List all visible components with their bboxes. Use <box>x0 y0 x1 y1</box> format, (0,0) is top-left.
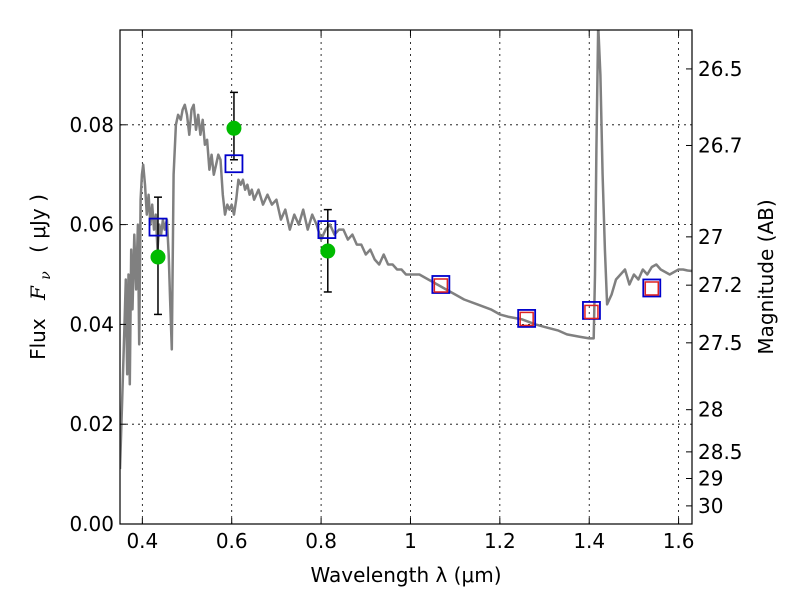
y2-tick-label: 26.7 <box>698 133 743 157</box>
y-axis-symbol-subscript: ν <box>38 271 54 280</box>
x-tick-label: 1.4 <box>573 529 605 553</box>
axes-layer: 0.4 0.6 0.8 1 1.2 1.4 1.6 0.00 0.02 0.04 0.06 0.08 2… <box>69 30 743 553</box>
y2-tick-label: 27 <box>698 225 723 249</box>
y-axis-label: Flux <box>26 318 50 360</box>
y-tick-label: 0.00 <box>69 512 114 536</box>
y2-tick-label: 26.5 <box>698 57 743 81</box>
model-sed-line <box>120 30 692 470</box>
infrared-photometry-square <box>644 281 660 296</box>
x-tick-label: 1 <box>404 529 417 553</box>
model-photometry-square <box>642 278 662 298</box>
observed-flux-point <box>150 249 166 265</box>
y2-tick-label: 28.5 <box>698 440 743 464</box>
y2-tick-label: 30 <box>698 494 723 518</box>
model-photometry-square <box>224 154 244 174</box>
y-axis-unit: ( μJy ) <box>26 194 50 253</box>
series-group <box>120 30 692 470</box>
infrared-photometry-square <box>584 304 599 320</box>
y-tick-label: 0.08 <box>69 113 114 137</box>
x-tick-label: 0.8 <box>305 529 337 553</box>
grid-lines <box>120 30 692 524</box>
y2-tick-label: 27.5 <box>698 331 743 355</box>
model-photometry-square <box>517 309 537 328</box>
y2-tick-label: 29 <box>698 466 723 490</box>
y-tick-label: 0.02 <box>69 412 114 436</box>
series-layer <box>120 30 692 470</box>
model-photometry-square <box>431 275 451 294</box>
model-photometry-square <box>317 220 337 239</box>
x-axis-label: Wavelength λ (μm) <box>310 563 501 587</box>
plot-frame <box>119 29 693 525</box>
y2-tick-label: 27.2 <box>698 273 743 297</box>
infrared-photometry-square <box>519 311 534 327</box>
observed-flux-point <box>320 243 336 259</box>
x-tick-label: 1.6 <box>663 529 695 553</box>
model-photometry-square <box>148 217 168 237</box>
svg-text:Flux F ν ( μ: Flux F ν ( μJy ) <box>26 194 55 360</box>
y2-tick-label: 28 <box>698 398 723 422</box>
y-axis-symbol: F <box>26 285 50 301</box>
x-tick-label: 0.4 <box>126 529 158 553</box>
y2-axis-label: Magnitude (AB) <box>754 199 778 354</box>
x-tick-label: 0.6 <box>216 529 248 553</box>
y-tick-label: 0.06 <box>69 213 114 237</box>
observed-flux-point <box>226 120 242 136</box>
x-tick-label: 1.2 <box>484 529 516 553</box>
y-tick-label: 0.04 <box>69 312 114 336</box>
infrared-photometry-square <box>433 278 449 293</box>
y-axis-label-group: Flux F ν ( μJy ) <box>26 194 55 360</box>
